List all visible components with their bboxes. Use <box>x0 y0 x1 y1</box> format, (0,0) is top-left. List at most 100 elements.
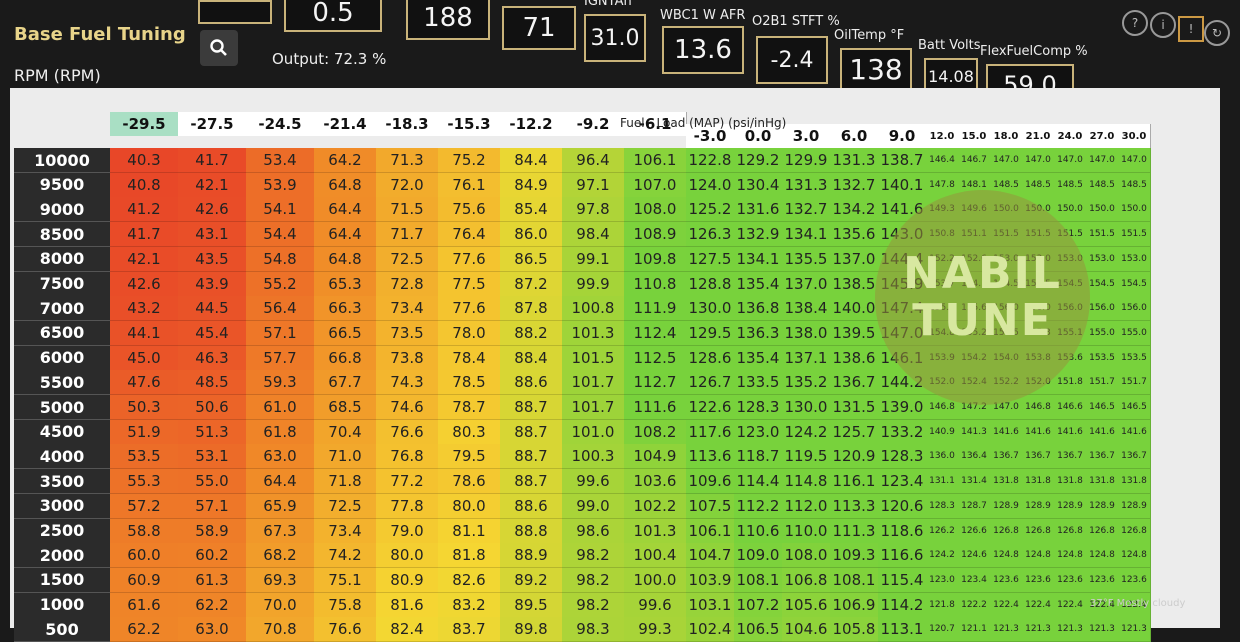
table-cell[interactable]: 69.3 <box>246 567 315 593</box>
table-cell[interactable]: 76.8 <box>376 444 439 470</box>
table-cell[interactable]: 124.8 <box>1086 543 1119 569</box>
table-cell[interactable]: 122.4 <box>1022 592 1055 618</box>
table-cell[interactable]: 147.0 <box>1118 148 1151 173</box>
table-cell[interactable]: 40.8 <box>110 172 179 198</box>
column-header[interactable]: 21.0 <box>1022 124 1055 148</box>
table-cell[interactable]: 81.8 <box>438 543 501 569</box>
table-cell[interactable]: 136.7 <box>1054 444 1087 470</box>
table-cell[interactable]: 87.2 <box>500 271 563 297</box>
table-cell[interactable]: 147.0 <box>1054 148 1087 173</box>
table-cell[interactable]: 106.5 <box>734 617 783 642</box>
table-cell[interactable]: 132.9 <box>734 222 783 248</box>
table-cell[interactable]: 102.2 <box>624 493 687 519</box>
table-cell[interactable]: 128.9 <box>1022 493 1055 519</box>
column-header[interactable]: -18.3 <box>376 112 439 136</box>
table-cell[interactable]: 123.4 <box>878 469 927 495</box>
table-cell[interactable]: 66.3 <box>314 296 377 322</box>
table-cell[interactable]: 60.0 <box>110 543 179 569</box>
table-cell[interactable]: 100.3 <box>562 444 625 470</box>
table-cell[interactable]: 100.4 <box>624 543 687 569</box>
table-cell[interactable]: 87.8 <box>500 296 563 322</box>
row-header[interactable]: 1500 <box>14 567 110 593</box>
table-cell[interactable]: 136.4 <box>958 444 991 470</box>
table-cell[interactable]: 96.4 <box>562 148 625 173</box>
row-header[interactable]: 8500 <box>14 222 110 248</box>
table-cell[interactable]: 42.1 <box>178 172 247 198</box>
table-cell[interactable]: 131.5 <box>830 395 879 420</box>
table-cell[interactable]: 136.0 <box>926 444 959 470</box>
table-cell[interactable]: 128.6 <box>686 345 735 371</box>
table-cell[interactable]: 75.8 <box>314 592 377 618</box>
table-cell[interactable]: 114.8 <box>782 469 831 495</box>
table-cell[interactable]: 135.5 <box>782 246 831 272</box>
table-cell[interactable]: 120.9 <box>830 444 879 470</box>
table-cell[interactable]: 103.1 <box>686 592 735 618</box>
row-header[interactable]: 6000 <box>14 345 110 371</box>
table-cell[interactable]: 151.5 <box>1118 222 1151 248</box>
table-cell[interactable]: 77.8 <box>376 493 439 519</box>
table-cell[interactable]: 140.9 <box>926 419 959 445</box>
table-cell[interactable]: 106.9 <box>830 592 879 618</box>
table-cell[interactable]: 97.8 <box>562 197 625 223</box>
table-cell[interactable]: 135.6 <box>830 222 879 248</box>
table-cell[interactable]: 57.1 <box>178 493 247 519</box>
table-cell[interactable]: 137.1 <box>782 345 831 371</box>
table-cell[interactable]: 155.0 <box>1118 320 1151 346</box>
table-cell[interactable]: 76.6 <box>376 419 439 445</box>
table-cell[interactable]: 104.6 <box>782 617 831 642</box>
table-cell[interactable]: 112.7 <box>624 370 687 396</box>
table-cell[interactable]: 88.6 <box>500 370 563 396</box>
refresh-icon[interactable]: ↻ <box>1204 20 1230 46</box>
table-cell[interactable]: 60.9 <box>110 567 179 593</box>
table-cell[interactable]: 153.5 <box>1118 345 1151 371</box>
table-cell[interactable]: 75.2 <box>438 148 501 173</box>
table-cell[interactable]: 153.5 <box>1086 345 1119 371</box>
table-cell[interactable]: 151.7 <box>1118 370 1151 396</box>
table-cell[interactable]: 88.9 <box>500 543 563 569</box>
table-cell[interactable]: 151.7 <box>1086 370 1119 396</box>
table-cell[interactable]: 122.8 <box>686 148 735 173</box>
row-header[interactable]: 1000 <box>14 592 110 618</box>
table-cell[interactable]: 146.5 <box>1086 395 1119 420</box>
table-cell[interactable]: 148.5 <box>1086 172 1119 198</box>
table-cell[interactable]: 131.8 <box>1054 469 1087 495</box>
table-cell[interactable]: 51.9 <box>110 419 179 445</box>
table-cell[interactable]: 128.9 <box>1054 493 1087 519</box>
column-header[interactable]: -24.5 <box>246 112 315 136</box>
table-cell[interactable]: 126.8 <box>1054 518 1087 544</box>
column-header[interactable]: -6.1 <box>624 112 687 136</box>
table-cell[interactable]: 76.6 <box>314 617 377 642</box>
table-cell[interactable]: 134.1 <box>734 246 783 272</box>
table-cell[interactable]: 156.0 <box>1086 296 1119 322</box>
table-cell[interactable]: 126.2 <box>926 518 959 544</box>
table-cell[interactable]: 63.0 <box>178 617 247 642</box>
table-cell[interactable]: 140.1 <box>878 172 927 198</box>
table-cell[interactable]: 83.7 <box>438 617 501 642</box>
table-cell[interactable]: 128.7 <box>958 493 991 519</box>
table-cell[interactable]: 120.7 <box>926 617 959 642</box>
table-cell[interactable]: 128.3 <box>734 395 783 420</box>
table-cell[interactable]: 73.8 <box>376 345 439 371</box>
help-icon[interactable]: ? <box>1122 10 1148 36</box>
table-cell[interactable]: 43.2 <box>110 296 179 322</box>
table-cell[interactable]: 113.1 <box>878 617 927 642</box>
table-cell[interactable]: 124.2 <box>926 543 959 569</box>
table-cell[interactable]: 54.1 <box>246 197 315 223</box>
table-cell[interactable]: 122.4 <box>1086 592 1119 618</box>
table-cell[interactable]: 112.4 <box>624 320 687 346</box>
table-cell[interactable]: 150.0 <box>1054 197 1087 223</box>
table-cell[interactable]: 131.1 <box>926 469 959 495</box>
table-cell[interactable]: 99.6 <box>562 469 625 495</box>
table-cell[interactable]: 73.4 <box>376 296 439 322</box>
table-cell[interactable]: 141.3 <box>958 419 991 445</box>
table-cell[interactable]: 133.2 <box>878 419 927 445</box>
table-cell[interactable]: 53.9 <box>246 172 315 198</box>
table-cell[interactable]: 44.5 <box>178 296 247 322</box>
table-cell[interactable]: 136.7 <box>1022 444 1055 470</box>
table-cell[interactable]: 64.2 <box>314 148 377 173</box>
table-cell[interactable]: 101.3 <box>562 320 625 346</box>
table-cell[interactable]: 80.9 <box>376 567 439 593</box>
table-cell[interactable]: 147.0 <box>1022 148 1055 173</box>
table-cell[interactable]: 106.8 <box>782 567 831 593</box>
table-cell[interactable]: 58.8 <box>110 518 179 544</box>
